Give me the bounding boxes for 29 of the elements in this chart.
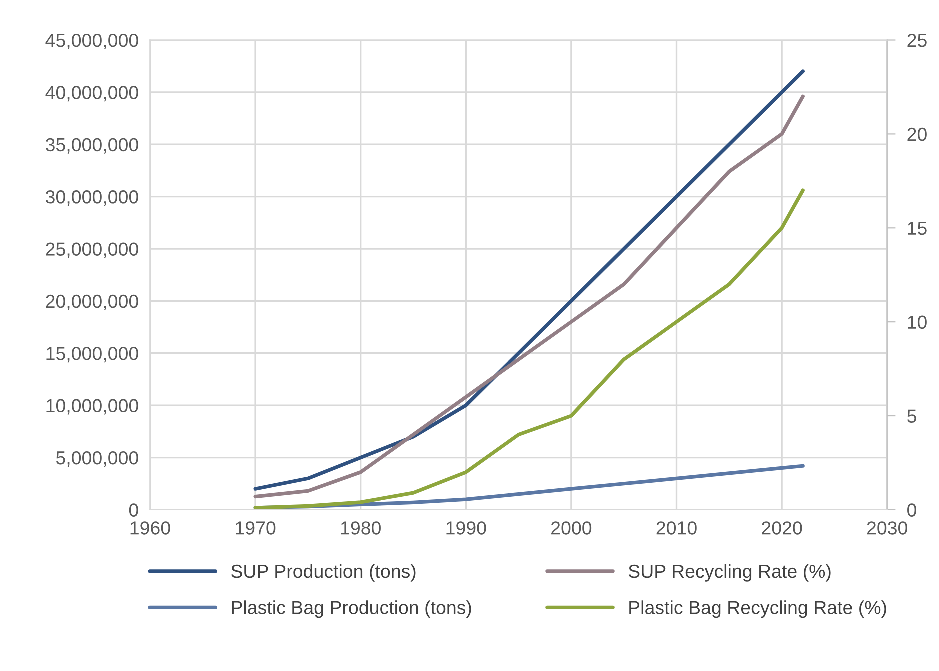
- y-tick-label: 15,000,000: [46, 347, 138, 363]
- y2-tick-label: 5: [908, 410, 916, 423]
- x-tick-label: 2000: [552, 522, 592, 535]
- x-tick-label: 1990: [446, 522, 486, 535]
- y-tick-label: 20,000,000: [46, 294, 138, 310]
- y-tick-label: 45,000,000: [46, 34, 138, 50]
- x-tick-label: 2030: [867, 522, 908, 535]
- x-tick-label: 2010: [656, 522, 697, 535]
- legend-label: Plastic Bag Production (tons): [232, 600, 472, 618]
- y-tick-label: 30,000,000: [46, 190, 138, 206]
- y-tick-label: 0: [129, 504, 138, 517]
- y2-tick-label: 10: [908, 316, 927, 330]
- y-tick-label: 10,000,000: [46, 399, 138, 415]
- x-tick-label: 2020: [762, 522, 802, 535]
- y2-tick-label: 20: [908, 128, 927, 142]
- legend-label: SUP Production (tons): [232, 564, 416, 582]
- x-tick-label: 1960: [130, 522, 170, 535]
- legend-label: SUP Recycling Rate (%): [628, 564, 831, 582]
- y2-tick-label: 25: [908, 34, 927, 48]
- y-tick-label: 25,000,000: [46, 242, 138, 258]
- y-tick-label: 35,000,000: [46, 138, 138, 154]
- y-tick-label: 5,000,000: [56, 451, 138, 467]
- x-tick-label: 1970: [236, 522, 276, 535]
- line-series: [254, 188, 805, 510]
- legend-label: Plastic Bag Recycling Rate (%): [630, 600, 886, 618]
- y-tick-label: 40,000,000: [46, 86, 138, 102]
- y2-tick-label: 15: [908, 222, 927, 236]
- x-tick-label: 1980: [341, 522, 381, 535]
- y2-tick-label: 0: [908, 504, 916, 517]
